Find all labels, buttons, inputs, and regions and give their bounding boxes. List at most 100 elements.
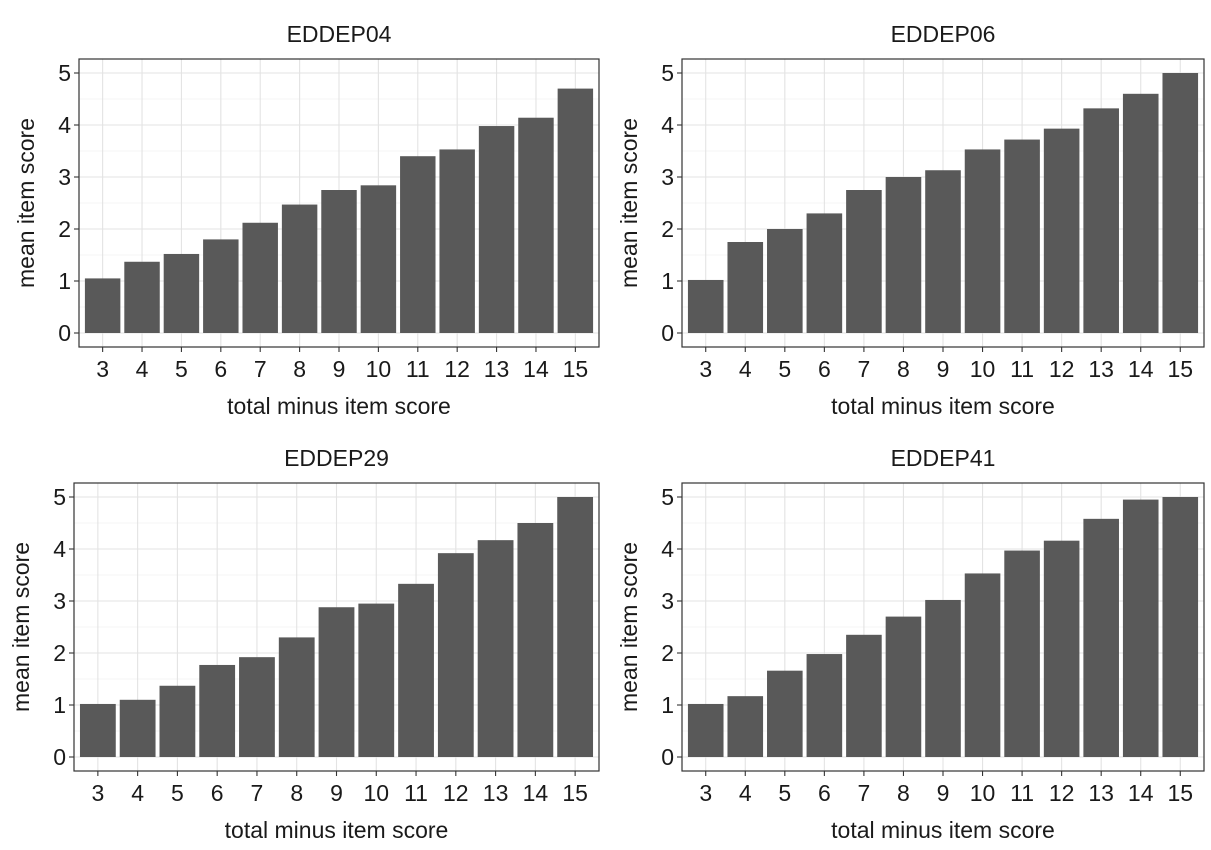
bar xyxy=(437,553,474,757)
x-tick-label: 15 xyxy=(562,780,588,806)
x-tick-label: 10 xyxy=(366,356,392,382)
y-tick-label: 2 xyxy=(661,640,674,666)
bar xyxy=(159,685,196,757)
x-tick-label: 13 xyxy=(1088,356,1114,382)
bar xyxy=(360,185,397,333)
bar xyxy=(84,278,121,333)
x-tick-label: 7 xyxy=(254,356,267,382)
bar xyxy=(727,242,764,333)
x-tick-label: 3 xyxy=(96,356,109,382)
x-tick-label: 6 xyxy=(818,356,831,382)
x-tick-label: 7 xyxy=(858,356,871,382)
bar xyxy=(727,696,764,757)
bar xyxy=(1122,93,1159,333)
x-tick-label: 13 xyxy=(484,356,510,382)
x-tick-label: 5 xyxy=(778,356,791,382)
y-tick-label: 0 xyxy=(58,320,71,346)
y-tick-label: 3 xyxy=(661,164,674,190)
x-tick-label: 10 xyxy=(970,780,996,806)
y-tick-label: 1 xyxy=(661,692,674,718)
bar xyxy=(767,229,803,333)
bar xyxy=(1162,73,1199,333)
x-tick-label: 3 xyxy=(699,356,712,382)
x-tick-label: 3 xyxy=(91,780,104,806)
x-tick-label: 8 xyxy=(290,780,303,806)
bar xyxy=(925,170,961,333)
bar xyxy=(318,607,355,757)
bar xyxy=(1004,139,1040,333)
bar xyxy=(199,664,236,757)
x-tick-label: 12 xyxy=(1049,780,1075,806)
chart-title: EDDEP41 xyxy=(891,445,996,471)
x-tick-label: 11 xyxy=(1010,780,1034,806)
bar xyxy=(557,88,594,333)
x-tick-label: 4 xyxy=(131,780,144,806)
bar xyxy=(1043,540,1080,757)
y-tick-label: 1 xyxy=(53,692,66,718)
x-tick-label: 4 xyxy=(739,356,752,382)
y-axis-label: mean item score xyxy=(8,542,34,712)
y-tick-label: 4 xyxy=(58,112,71,138)
x-tick-label: 14 xyxy=(1128,780,1154,806)
x-tick-label: 14 xyxy=(523,356,549,382)
x-axis-label: total minus item score xyxy=(227,393,451,419)
x-tick-label: 14 xyxy=(523,780,549,806)
x-tick-label: 12 xyxy=(444,356,470,382)
y-tick-label: 1 xyxy=(661,268,674,294)
bar xyxy=(400,156,436,333)
x-axis-label: total minus item score xyxy=(831,817,1055,843)
bar xyxy=(885,177,922,333)
bar xyxy=(518,117,554,333)
x-tick-label: 7 xyxy=(858,780,871,806)
bar xyxy=(163,253,200,333)
x-axis-label: total minus item score xyxy=(225,817,449,843)
x-tick-label: 8 xyxy=(293,356,306,382)
bar xyxy=(964,149,1001,333)
y-tick-label: 5 xyxy=(53,484,66,510)
bar xyxy=(124,261,160,333)
chart-title: EDDEP04 xyxy=(287,21,392,47)
bar xyxy=(964,573,1001,757)
y-tick-label: 5 xyxy=(58,60,71,86)
bar xyxy=(242,222,278,333)
y-tick-label: 2 xyxy=(53,640,66,666)
bar xyxy=(119,699,156,757)
y-axis-label: mean item score xyxy=(13,118,39,288)
x-tick-label: 11 xyxy=(404,780,428,806)
x-tick-label: 12 xyxy=(443,780,469,806)
x-tick-label: 13 xyxy=(1088,780,1114,806)
x-tick-label: 4 xyxy=(136,356,149,382)
x-tick-label: 12 xyxy=(1049,356,1075,382)
y-tick-label: 4 xyxy=(661,112,674,138)
x-tick-label: 9 xyxy=(333,356,346,382)
bar xyxy=(203,239,239,333)
y-tick-label: 0 xyxy=(661,320,674,346)
bar xyxy=(885,616,922,757)
x-tick-label: 15 xyxy=(1167,356,1193,382)
y-axis-label: mean item score xyxy=(616,118,642,288)
x-tick-label: 9 xyxy=(937,780,950,806)
bar xyxy=(439,149,475,333)
y-tick-label: 3 xyxy=(53,588,66,614)
x-tick-label: 14 xyxy=(1128,356,1154,382)
bar xyxy=(281,204,318,333)
bar xyxy=(239,657,275,757)
bar xyxy=(477,540,514,757)
bar xyxy=(687,279,724,333)
x-tick-label: 10 xyxy=(970,356,996,382)
bar xyxy=(846,190,882,333)
x-tick-label: 5 xyxy=(175,356,188,382)
bar xyxy=(1083,108,1119,333)
x-tick-label: 9 xyxy=(330,780,343,806)
y-tick-label: 4 xyxy=(53,536,66,562)
y-tick-label: 0 xyxy=(53,744,66,770)
y-axis-label: mean item score xyxy=(616,542,642,712)
bar xyxy=(1043,128,1080,333)
x-tick-label: 4 xyxy=(739,780,752,806)
y-tick-label: 5 xyxy=(661,484,674,510)
x-tick-label: 6 xyxy=(211,780,224,806)
